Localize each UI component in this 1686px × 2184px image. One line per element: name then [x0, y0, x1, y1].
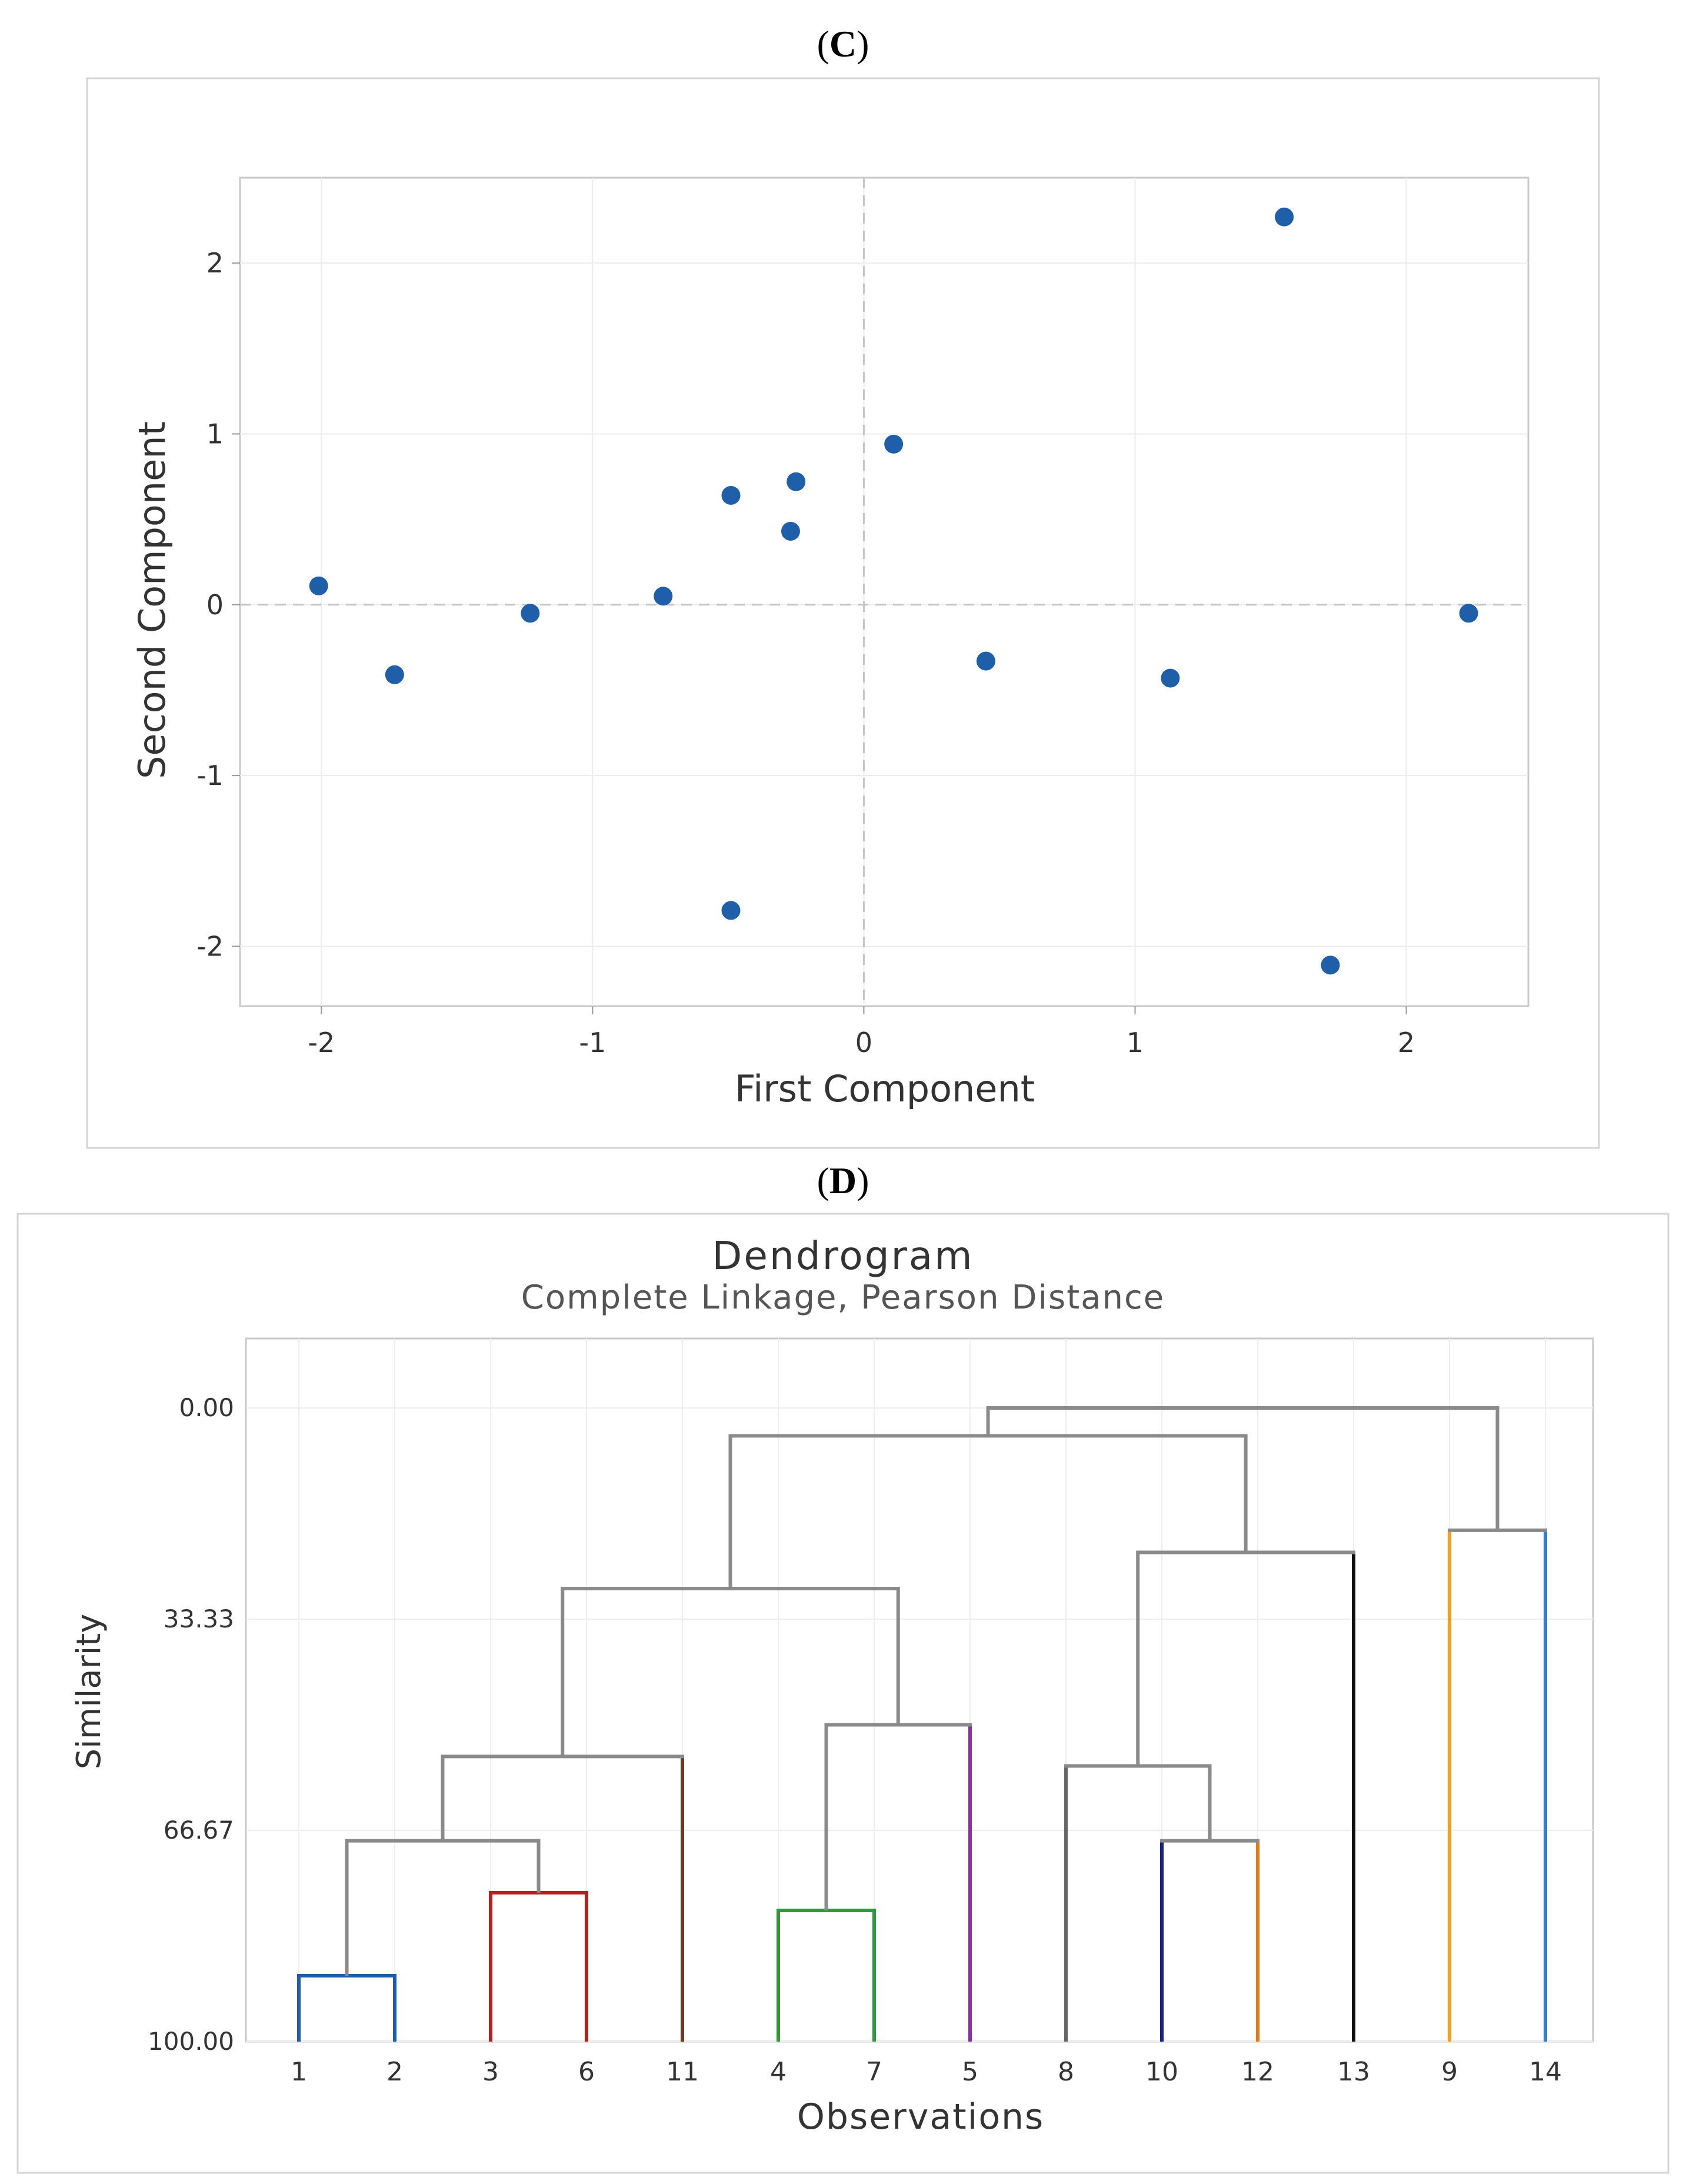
dendrogram-subtitle: Complete Linkage, Pearson Distance: [521, 1279, 1165, 1317]
x-tick-label: -1: [579, 1027, 606, 1058]
x-tick-label: 1: [1127, 1027, 1144, 1058]
panel-d-letter: D: [829, 1160, 857, 1201]
leaf-label: 5: [962, 2057, 978, 2087]
leaf-label: 14: [1529, 2057, 1562, 2087]
scatter-x-axis-label: First Component: [735, 1067, 1035, 1110]
scatter-point: [787, 472, 806, 491]
scatter-point: [385, 665, 404, 684]
leaf-label: 7: [866, 2057, 882, 2087]
scatter-point: [1161, 668, 1180, 688]
scatter-point: [884, 434, 904, 454]
y-tick-label: 100.00: [148, 2027, 234, 2056]
x-tick-label: -2: [308, 1027, 335, 1058]
x-tick-label: 0: [855, 1027, 872, 1058]
leaf-label: 13: [1337, 2057, 1370, 2087]
leaf-label: 9: [1441, 2057, 1458, 2087]
leaf-label: 1: [291, 2057, 307, 2087]
dendrogram-y-axis-label: Similarity: [70, 1614, 108, 1770]
leaf-label: 12: [1241, 2057, 1274, 2087]
y-tick-label: 66.67: [164, 1816, 234, 1845]
dendrogram-x-axis-label: Observations: [797, 2096, 1045, 2138]
dendrogram-title: Dendrogram: [712, 1233, 974, 1279]
y-tick-label: 1: [206, 418, 224, 450]
scatter-plot-area: [239, 177, 1530, 1007]
leaf-label: 11: [666, 2057, 699, 2087]
y-tick-label: -1: [196, 760, 224, 791]
y-tick-label: 2: [206, 247, 224, 279]
scatter-point: [721, 901, 741, 920]
leaf-label: 4: [770, 2057, 787, 2087]
scatter-y-axis-label: Second Component: [131, 421, 174, 779]
x-tick-label: 2: [1398, 1027, 1415, 1058]
scatter-point: [1459, 604, 1478, 623]
leaf-label: 8: [1058, 2057, 1074, 2087]
panel-c-letter: C: [829, 23, 857, 65]
leaf-label: 6: [578, 2057, 595, 2087]
y-tick-label: 0: [206, 589, 224, 621]
scatter-point: [721, 485, 741, 505]
scatter-point: [1275, 207, 1294, 227]
y-tick-label: 0.00: [179, 1393, 234, 1422]
leaf-label: 3: [482, 2057, 499, 2087]
panel-d-label: (D): [817, 1160, 869, 1201]
scatter-point: [1321, 956, 1340, 975]
y-tick-label: 33.33: [164, 1604, 234, 1633]
scatter-point: [654, 587, 673, 606]
scatter-point: [781, 521, 800, 541]
panel-c-label: (C): [817, 23, 869, 65]
leaf-label: 10: [1145, 2057, 1178, 2087]
y-tick-label: -2: [196, 930, 224, 962]
leaf-label: 2: [386, 2057, 403, 2087]
scatter-point: [309, 576, 328, 595]
scatter-plot: -2 -1 0 1 2 -2 -1 0 1 2: [196, 177, 1530, 1058]
scatter-point: [976, 651, 995, 671]
dendrogram-plot-area: [245, 1337, 1594, 2043]
scatter-point: [521, 604, 540, 623]
